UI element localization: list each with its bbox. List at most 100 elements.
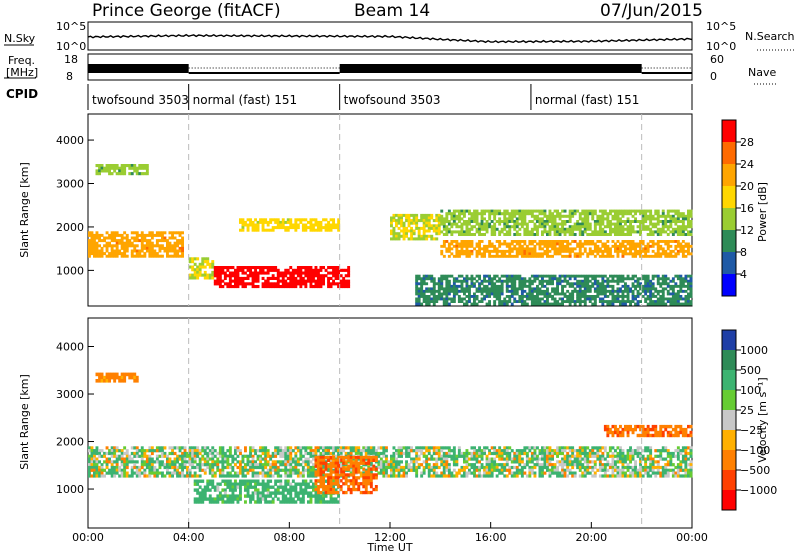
heatmap-cell xyxy=(619,460,622,463)
heatmap-cell xyxy=(682,215,685,218)
heatmap-cell xyxy=(624,455,627,458)
heatmap-cell xyxy=(609,220,612,223)
heatmap-cell xyxy=(189,260,192,263)
heatmap-cell xyxy=(513,212,516,215)
heatmap-cell xyxy=(513,300,516,303)
heatmap-cell xyxy=(521,245,524,248)
heatmap-cell xyxy=(546,466,549,469)
heatmap-cell xyxy=(528,293,531,296)
heatmap-cell xyxy=(410,446,413,449)
heatmap-cell xyxy=(420,287,423,290)
heatmap-cell xyxy=(126,460,129,463)
heatmap-cell xyxy=(564,285,567,288)
heatmap-cell xyxy=(601,446,604,449)
heatmap-cell xyxy=(594,287,597,290)
heatmap-cell xyxy=(599,223,602,226)
heatmap-cell xyxy=(138,449,141,452)
heatmap-cell xyxy=(473,298,476,301)
heatmap-cell xyxy=(690,285,693,288)
heatmap-cell xyxy=(601,212,604,215)
heatmap-cell xyxy=(629,290,632,293)
heatmap-cell xyxy=(647,233,650,236)
heatmap-cell xyxy=(619,287,622,290)
heatmap-cell xyxy=(486,463,489,466)
heatmap-cell xyxy=(121,455,124,458)
heatmap-cell xyxy=(435,230,438,233)
heatmap-cell xyxy=(440,230,443,233)
heatmap-cell xyxy=(677,298,680,301)
heatmap-cell xyxy=(425,235,428,238)
heatmap-cell xyxy=(224,274,227,277)
heatmap-cell xyxy=(466,210,469,213)
heatmap-cell xyxy=(257,274,260,277)
heatmap-cell xyxy=(614,250,617,253)
heatmap-cell xyxy=(435,452,438,455)
heatmap-cell xyxy=(267,282,270,285)
heatmap-cell xyxy=(330,218,333,221)
heatmap-cell xyxy=(536,298,539,301)
heatmap-cell xyxy=(330,282,333,285)
heatmap-cell xyxy=(111,474,114,477)
heatmap-cell xyxy=(488,277,491,280)
heatmap-cell xyxy=(591,210,594,213)
heatmap-cell xyxy=(327,226,330,229)
heatmap-cell xyxy=(400,222,403,225)
heatmap-cell xyxy=(93,242,96,245)
heatmap-cell xyxy=(586,233,589,236)
heatmap-cell xyxy=(194,263,197,266)
heatmap-cell xyxy=(526,458,529,461)
heatmap-cell xyxy=(506,446,509,449)
heatmap-cell xyxy=(601,287,604,290)
heatmap-cell xyxy=(657,233,660,236)
heatmap-cell xyxy=(211,466,214,469)
heatmap-cell xyxy=(649,255,652,258)
heatmap-cell xyxy=(463,210,466,213)
heatmap-cell xyxy=(594,223,597,226)
heatmap-cell xyxy=(126,452,129,455)
heatmap-cell xyxy=(672,210,675,213)
heatmap-cell xyxy=(420,446,423,449)
colorbar-tick-label: 4 xyxy=(740,268,747,281)
heatmap-cell xyxy=(466,300,469,303)
heatmap-cell xyxy=(654,287,657,290)
heatmap-cell xyxy=(118,458,121,461)
heatmap-cell xyxy=(549,230,552,233)
heatmap-cell xyxy=(156,449,159,452)
heatmap-cell xyxy=(667,220,670,223)
heatmap-cell xyxy=(395,224,398,227)
heatmap-cell xyxy=(473,293,476,296)
heatmap-cell xyxy=(206,460,209,463)
heatmap-cell xyxy=(496,210,499,213)
heatmap-cell xyxy=(516,225,519,228)
heatmap-cell xyxy=(131,164,134,167)
heatmap-cell xyxy=(503,243,506,246)
heatmap-cell xyxy=(277,224,280,227)
heatmap-cell xyxy=(662,250,665,253)
heatmap-cell xyxy=(551,452,554,455)
heatmap-cell xyxy=(272,269,275,272)
heatmap-cell xyxy=(264,458,267,461)
heatmap-cell xyxy=(113,373,116,377)
heatmap-cell xyxy=(554,240,557,243)
heatmap-cell xyxy=(229,452,232,455)
heatmap-cell xyxy=(299,218,302,221)
heatmap-cell xyxy=(211,276,214,279)
heatmap-cell xyxy=(413,466,416,469)
heatmap-cell xyxy=(559,460,562,463)
power-ylabel: Slant Range [km] xyxy=(18,162,31,258)
heatmap-cell xyxy=(289,218,292,221)
heatmap-cell xyxy=(501,458,504,461)
heatmap-cell xyxy=(249,455,252,458)
heatmap-cell xyxy=(466,455,469,458)
heatmap-cell xyxy=(481,282,484,285)
heatmap-cell xyxy=(617,298,620,301)
heatmap-cell xyxy=(116,373,119,377)
heatmap-cell xyxy=(579,466,582,469)
heatmap-cell xyxy=(554,220,557,223)
heatmap-cell xyxy=(433,295,436,298)
heatmap-cell xyxy=(282,455,285,458)
heatmap-cell xyxy=(151,452,154,455)
heatmap-cell xyxy=(415,469,418,472)
heatmap-cell xyxy=(508,290,511,293)
heatmap-cell xyxy=(282,463,285,466)
